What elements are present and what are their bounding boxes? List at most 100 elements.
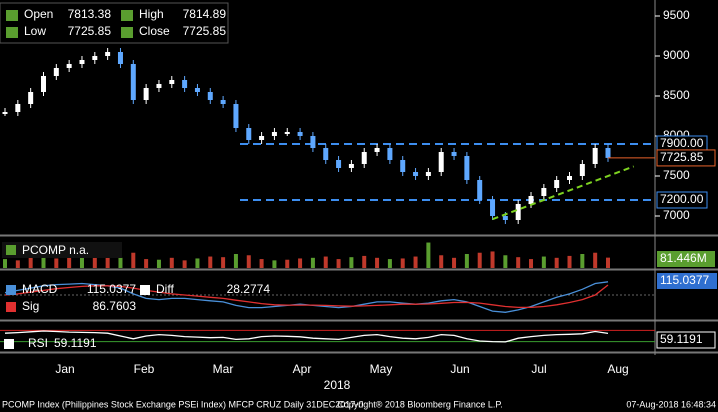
volume-bar <box>529 259 534 268</box>
volume-bar <box>259 259 264 268</box>
volume-bar <box>516 257 521 268</box>
volume-title-box <box>2 242 122 258</box>
legend-swatch <box>6 27 18 38</box>
x-tick-label: Mar <box>213 362 234 376</box>
level-label: 7200.00 <box>660 192 704 206</box>
volume-bar <box>298 258 303 268</box>
y-tick-label: 7500 <box>663 168 690 182</box>
volume-bar <box>118 257 123 268</box>
x-tick-label: Jan <box>55 362 74 376</box>
y-tick-label: 9000 <box>663 48 690 62</box>
last-label: 7725.85 <box>660 150 704 164</box>
rsi-value: 59.1191 <box>54 336 97 350</box>
legend-swatch <box>121 27 133 38</box>
volume-bar <box>400 258 405 268</box>
volume-bar <box>323 256 328 268</box>
volume-bar <box>169 257 174 268</box>
trendline <box>492 165 635 221</box>
volume-bar <box>464 254 469 268</box>
volume-bar <box>426 242 431 268</box>
y-tick-label: 7000 <box>663 208 690 222</box>
macd-legend-name: Diff <box>156 282 174 296</box>
volume-bar <box>92 254 97 268</box>
footer-center: Copyright® 2018 Bloomberg Finance L.P. <box>337 399 503 409</box>
level-label: 7900.00 <box>660 136 704 150</box>
y-tick-label: 8500 <box>663 88 690 102</box>
volume-title: PCOMP n.a. <box>22 243 89 257</box>
rsi-title: RSI <box>28 336 48 350</box>
volume-bar <box>554 257 559 268</box>
volume-bar <box>413 256 418 268</box>
macd-legend-name: Sig <box>22 299 39 313</box>
volume-bar <box>490 251 495 268</box>
macd-legend-swatch <box>140 285 150 295</box>
rsi-last: 59.1191 <box>660 332 703 346</box>
x-tick-label: Feb <box>134 362 155 376</box>
legend-name: Close <box>139 24 170 38</box>
volume-bar <box>606 257 610 268</box>
legend-value: 7725.85 <box>68 24 112 38</box>
volume-bar <box>285 259 290 268</box>
legend-swatch <box>121 10 133 21</box>
volume-bar <box>362 255 367 268</box>
volume-bar <box>503 255 508 268</box>
macd-last: 115.0377 <box>660 273 709 287</box>
volume-bar <box>195 258 200 268</box>
volume-bar <box>105 256 110 268</box>
volume-last: 81.446M <box>660 251 707 265</box>
legend-value: 7725.85 <box>183 24 227 38</box>
legend-name: Open <box>24 7 53 21</box>
volume-bar <box>67 257 72 268</box>
volume-bar <box>182 260 187 268</box>
last-box <box>656 149 716 167</box>
x-axis-year: 2018 <box>324 378 351 392</box>
volume-bar <box>79 255 84 268</box>
x-tick-label: Jul <box>531 362 546 376</box>
macd-legend-value: 28.2774 <box>227 282 271 296</box>
volume-bar <box>54 258 59 268</box>
volume-bar <box>310 257 315 268</box>
volume-bar <box>41 256 46 268</box>
macd-legend-name: MACD <box>22 282 58 296</box>
footer-left: PCOMP Index (Philippines Stock Exchange … <box>2 399 363 409</box>
legend-box <box>0 2 229 44</box>
macd-legend-swatch <box>6 285 16 295</box>
volume-bar <box>387 259 392 268</box>
volume-bar <box>272 260 277 268</box>
footer-right: 07-Aug-2018 16:48:34 <box>626 399 716 409</box>
legend-value: 7813.38 <box>68 7 112 21</box>
volume-bar <box>593 252 598 268</box>
volume-bar <box>3 259 7 268</box>
volume-bar <box>208 256 213 268</box>
volume-bar <box>580 254 585 268</box>
rsi-last-box <box>656 331 716 349</box>
macd-legend-value: 115.0377 <box>87 282 136 296</box>
rsi-swatch <box>4 339 14 349</box>
volume-bar <box>144 259 149 268</box>
volume-swatch <box>6 245 16 255</box>
x-tick-label: Aug <box>607 362 628 376</box>
level-box <box>656 191 708 209</box>
legend-swatch <box>6 10 18 21</box>
volume-bar <box>233 254 238 268</box>
volume-bar <box>541 256 546 268</box>
volume-bar <box>375 257 380 268</box>
volume-bar <box>131 252 136 268</box>
volume-bar <box>156 259 161 268</box>
x-tick-label: Jun <box>450 362 469 376</box>
volume-bar <box>221 257 226 268</box>
macd-line <box>4 284 609 309</box>
x-tick-label: May <box>370 362 393 376</box>
y-tick-label: 9500 <box>663 8 690 22</box>
macd-legend-swatch <box>6 302 16 312</box>
x-tick-label: Apr <box>293 362 312 376</box>
volume-bar <box>246 255 251 268</box>
volume-bar <box>439 255 444 268</box>
legend-name: Low <box>24 24 46 38</box>
volume-bar <box>336 259 341 268</box>
legend-name: High <box>139 7 164 21</box>
volume-bar <box>349 257 354 268</box>
volume-bar <box>567 255 572 268</box>
volume-bar <box>15 260 20 268</box>
macd-legend-value: 86.7603 <box>93 299 137 313</box>
